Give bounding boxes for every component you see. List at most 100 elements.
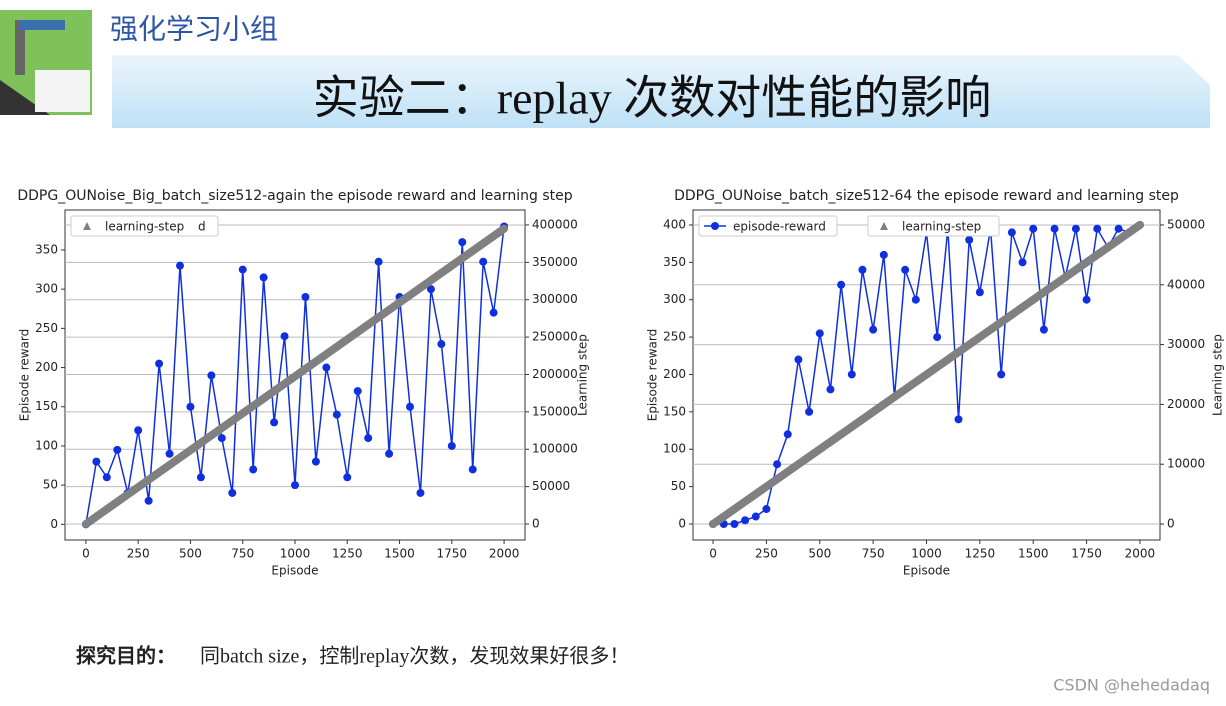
data-point <box>773 460 782 469</box>
y-tick-label: 50 <box>43 478 58 492</box>
y2-tick-label: 150000 <box>532 404 578 418</box>
data-point <box>332 410 341 419</box>
legend-box <box>698 215 838 237</box>
data-point <box>385 449 394 458</box>
data-point <box>837 280 846 289</box>
data-point <box>751 512 760 521</box>
y-tick-label: 100 <box>35 438 58 452</box>
y2-tick-label: 10000 <box>1167 457 1205 471</box>
data-point <box>447 441 456 450</box>
data-point <box>343 473 352 482</box>
y-tick-label: 350 <box>35 242 58 256</box>
x-tick-label: 1250 <box>965 547 996 561</box>
y2-tick-label: 20000 <box>1167 397 1205 411</box>
data-point <box>879 250 888 259</box>
data-point <box>270 418 279 427</box>
y-tick-label: 150 <box>663 404 686 418</box>
data-point <box>1114 224 1123 233</box>
data-point <box>901 265 910 274</box>
data-point <box>113 445 122 454</box>
data-point <box>144 496 153 505</box>
footer-label: 探究目的： <box>76 644 176 668</box>
data-point <box>975 288 984 297</box>
legend-box <box>867 215 1000 237</box>
x-tick-label: 1500 <box>384 547 415 561</box>
legend-swatch <box>711 222 719 230</box>
chart-title: DDPG_OUNoise_Big_batch_size512-again the… <box>17 188 572 204</box>
data-point <box>468 465 477 474</box>
y-tick-label: 100 <box>663 442 686 456</box>
data-point <box>479 257 488 266</box>
x-tick-label: 0 <box>709 547 717 561</box>
data-point <box>249 465 258 474</box>
y-tick-label: 0 <box>50 517 58 531</box>
data-point <box>1029 224 1038 233</box>
y-tick-label: 200 <box>663 367 686 381</box>
data-point <box>165 449 174 458</box>
y-tick-label: 0 <box>678 517 686 531</box>
data-point <box>426 285 435 294</box>
data-point <box>1071 224 1080 233</box>
data-point <box>730 520 739 529</box>
data-point <box>965 235 974 244</box>
x-tick-label: 500 <box>179 547 202 561</box>
y-tick-label: 300 <box>35 282 58 296</box>
x-tick-label: 0 <box>82 547 90 561</box>
legend-box <box>70 215 219 237</box>
data-point <box>186 402 195 411</box>
y2-tick-label: 30000 <box>1167 337 1205 351</box>
data-point <box>322 363 331 372</box>
x-tick-label: 1250 <box>332 547 363 561</box>
y-tick-label: 250 <box>663 330 686 344</box>
x-tick-label: 750 <box>231 547 254 561</box>
data-point <box>301 293 310 302</box>
data-point <box>911 295 920 304</box>
x-tick-label: 2000 <box>1125 547 1156 561</box>
data-point <box>1039 325 1048 334</box>
y-axis-label: Episode reward <box>646 329 660 422</box>
legend-label: episode-reward <box>733 220 826 234</box>
data-point <box>1007 228 1016 237</box>
legend-swatch <box>880 222 888 230</box>
data-point <box>954 415 963 424</box>
x-tick-label: 1000 <box>280 547 311 561</box>
y-tick-label: 400 <box>663 217 686 231</box>
data-point <box>207 371 216 380</box>
legend-residue: d <box>198 220 206 234</box>
data-point <box>458 238 467 247</box>
chart-title: DDPG_OUNoise_batch_size512-64 the episod… <box>674 188 1179 204</box>
y2-tick-label: 50000 <box>1167 217 1205 231</box>
y2-tick-label: 100000 <box>532 442 578 456</box>
x-tick-label: 1000 <box>911 547 942 561</box>
y-tick-label: 50 <box>671 479 686 493</box>
title-banner <box>112 55 1210 128</box>
data-point <box>134 426 143 435</box>
data-point <box>259 273 268 282</box>
y-axis-label: Episode reward <box>18 329 32 422</box>
data-point <box>238 265 247 274</box>
data-point <box>805 407 814 416</box>
x-axis-label: Episode <box>903 564 950 578</box>
data-point <box>858 265 867 274</box>
data-point <box>92 457 101 466</box>
y2-tick-label: 400000 <box>532 217 578 231</box>
y2-tick-label: 200000 <box>532 367 578 381</box>
data-point <box>311 457 320 466</box>
footer-text: 同batch size，控制replay次数，发现效果好很多！ <box>200 645 629 668</box>
series-line <box>709 220 1144 529</box>
data-point <box>155 359 164 368</box>
data-point <box>1050 224 1059 233</box>
group-name: 强化学习小组 <box>110 13 278 45</box>
data-point <box>176 261 184 270</box>
x-tick-label: 750 <box>862 547 885 561</box>
y2-tick-label: 250000 <box>532 330 578 344</box>
data-point <box>1018 258 1027 267</box>
data-point <box>217 434 226 443</box>
data-point <box>815 329 824 338</box>
y-tick-label: 300 <box>663 292 686 306</box>
y2-tick-label: 50000 <box>532 479 570 493</box>
data-point <box>847 370 856 379</box>
y2-tick-label: 0 <box>1167 517 1175 531</box>
data-point <box>1082 295 1091 304</box>
slide-title: 实验二：replay 次数对性能的影响 <box>313 73 991 124</box>
